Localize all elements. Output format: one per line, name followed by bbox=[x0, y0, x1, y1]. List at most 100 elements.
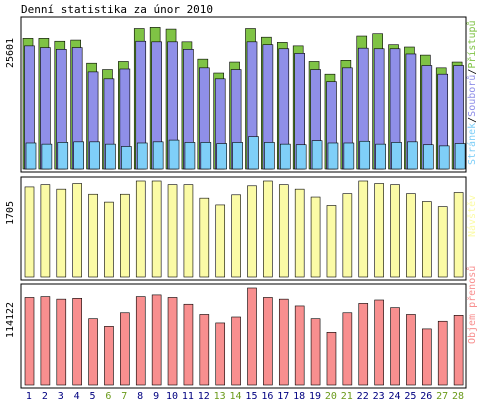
x-tick-label: 12 bbox=[198, 391, 210, 402]
bar-pages bbox=[375, 143, 386, 170]
bar-pages bbox=[423, 144, 434, 170]
bar-pages bbox=[295, 144, 307, 170]
bar-visits bbox=[231, 194, 241, 278]
bar-kbytes bbox=[437, 320, 448, 386]
bar-visits bbox=[247, 185, 257, 278]
x-tick-label: 21 bbox=[341, 391, 353, 402]
y-scale-label: 1705 bbox=[5, 201, 16, 225]
x-tick-label: 1 bbox=[26, 391, 32, 402]
bar-pages bbox=[41, 143, 53, 170]
x-tick-label: 17 bbox=[277, 391, 289, 402]
legend-entry: / bbox=[467, 117, 478, 123]
bar-kbytes bbox=[151, 294, 162, 386]
panel-visits: 1705 Návštěv bbox=[5, 176, 478, 281]
bar-visits bbox=[278, 184, 289, 278]
legend-entry: / bbox=[467, 69, 478, 75]
bar-kbytes bbox=[326, 332, 337, 386]
bar-pages bbox=[438, 145, 450, 170]
bar-visits bbox=[56, 188, 67, 278]
bar-visits bbox=[437, 206, 448, 278]
bar-kbytes bbox=[135, 296, 146, 386]
x-tick-label: 8 bbox=[137, 391, 143, 402]
x-tick-label: 26 bbox=[420, 391, 432, 402]
bar-pages bbox=[168, 139, 180, 170]
bar-pages bbox=[279, 143, 291, 170]
panel-frame bbox=[20, 16, 467, 173]
bar-visits bbox=[135, 180, 146, 278]
bar-visits bbox=[88, 193, 98, 278]
bar-kbytes bbox=[390, 307, 400, 386]
panel-frame bbox=[20, 176, 467, 281]
bar-visits bbox=[342, 193, 353, 278]
y-scale-label: 25601 bbox=[5, 38, 16, 68]
bar-kbytes bbox=[453, 315, 464, 386]
bar-pages bbox=[121, 146, 132, 170]
x-tick-label: 15 bbox=[245, 391, 257, 402]
x-tick-label: 7 bbox=[121, 391, 127, 402]
bar-kbytes bbox=[72, 298, 82, 386]
x-tick-label: 24 bbox=[388, 391, 400, 402]
bar-kbytes bbox=[88, 318, 98, 386]
bar-visits bbox=[215, 204, 226, 278]
bar-kbytes bbox=[278, 298, 289, 386]
bar-visits bbox=[374, 183, 384, 278]
bar-pages bbox=[105, 143, 116, 170]
bar-kbytes bbox=[422, 328, 432, 386]
bar-visits bbox=[358, 180, 369, 278]
bar-kbytes bbox=[183, 303, 194, 386]
bar-pages bbox=[89, 141, 100, 170]
bar-pages bbox=[57, 142, 69, 170]
bar-visits bbox=[151, 180, 162, 278]
bar-kbytes bbox=[358, 303, 369, 386]
y-scale-label: 114122 bbox=[5, 302, 16, 338]
bar-visits bbox=[263, 180, 273, 278]
x-tick-label: 28 bbox=[452, 391, 464, 402]
bar-kbytes bbox=[120, 312, 130, 386]
x-tick-label: 18 bbox=[293, 391, 305, 402]
bar-pages bbox=[73, 141, 84, 170]
bar-pages bbox=[200, 142, 212, 170]
x-tick-label: 20 bbox=[325, 391, 337, 402]
bar-pages bbox=[454, 143, 466, 170]
bar-pages bbox=[216, 143, 228, 170]
x-tick-label: 6 bbox=[105, 391, 111, 402]
bar-visits bbox=[120, 193, 130, 278]
bar-kbytes bbox=[263, 297, 273, 386]
bar-visits bbox=[294, 188, 305, 278]
x-tick-label: 27 bbox=[436, 391, 448, 402]
legend-entry: Návštěv bbox=[466, 195, 478, 237]
bar-visits bbox=[183, 184, 194, 278]
bar-kbytes bbox=[247, 287, 257, 386]
bar-kbytes bbox=[215, 322, 226, 386]
bar-visits bbox=[40, 184, 51, 278]
bar-pages bbox=[407, 141, 418, 170]
x-tick-label: 10 bbox=[166, 391, 178, 402]
bar-pages bbox=[359, 140, 371, 170]
panel-kbytes: 114122 Objem přenosů bbox=[5, 266, 478, 389]
panel-frame bbox=[20, 283, 467, 389]
x-tick-label: 16 bbox=[261, 391, 273, 402]
bar-kbytes bbox=[342, 312, 353, 386]
bar-kbytes bbox=[40, 296, 51, 386]
bar-pages bbox=[232, 142, 243, 170]
x-tick-label: 22 bbox=[357, 391, 369, 402]
bar-visits bbox=[199, 197, 210, 278]
bar-pages bbox=[327, 142, 339, 170]
bar-visits bbox=[72, 183, 82, 278]
x-tick-label: 23 bbox=[373, 391, 385, 402]
bar-kbytes bbox=[199, 314, 210, 386]
legend-kbytes: Objem přenosů bbox=[466, 266, 478, 344]
bar-visits bbox=[310, 196, 321, 278]
legend-entry: Přístupů bbox=[466, 20, 478, 68]
legend-entry: Stránek bbox=[466, 123, 478, 165]
x-tick-label: 14 bbox=[230, 391, 242, 402]
bar-pages bbox=[391, 142, 402, 170]
legend-visits: Návštěv bbox=[466, 195, 478, 237]
x-tick-label: 5 bbox=[90, 391, 96, 402]
bar-kbytes bbox=[374, 299, 384, 386]
x-tick-label: 9 bbox=[153, 391, 159, 402]
bar-pages bbox=[264, 142, 275, 170]
